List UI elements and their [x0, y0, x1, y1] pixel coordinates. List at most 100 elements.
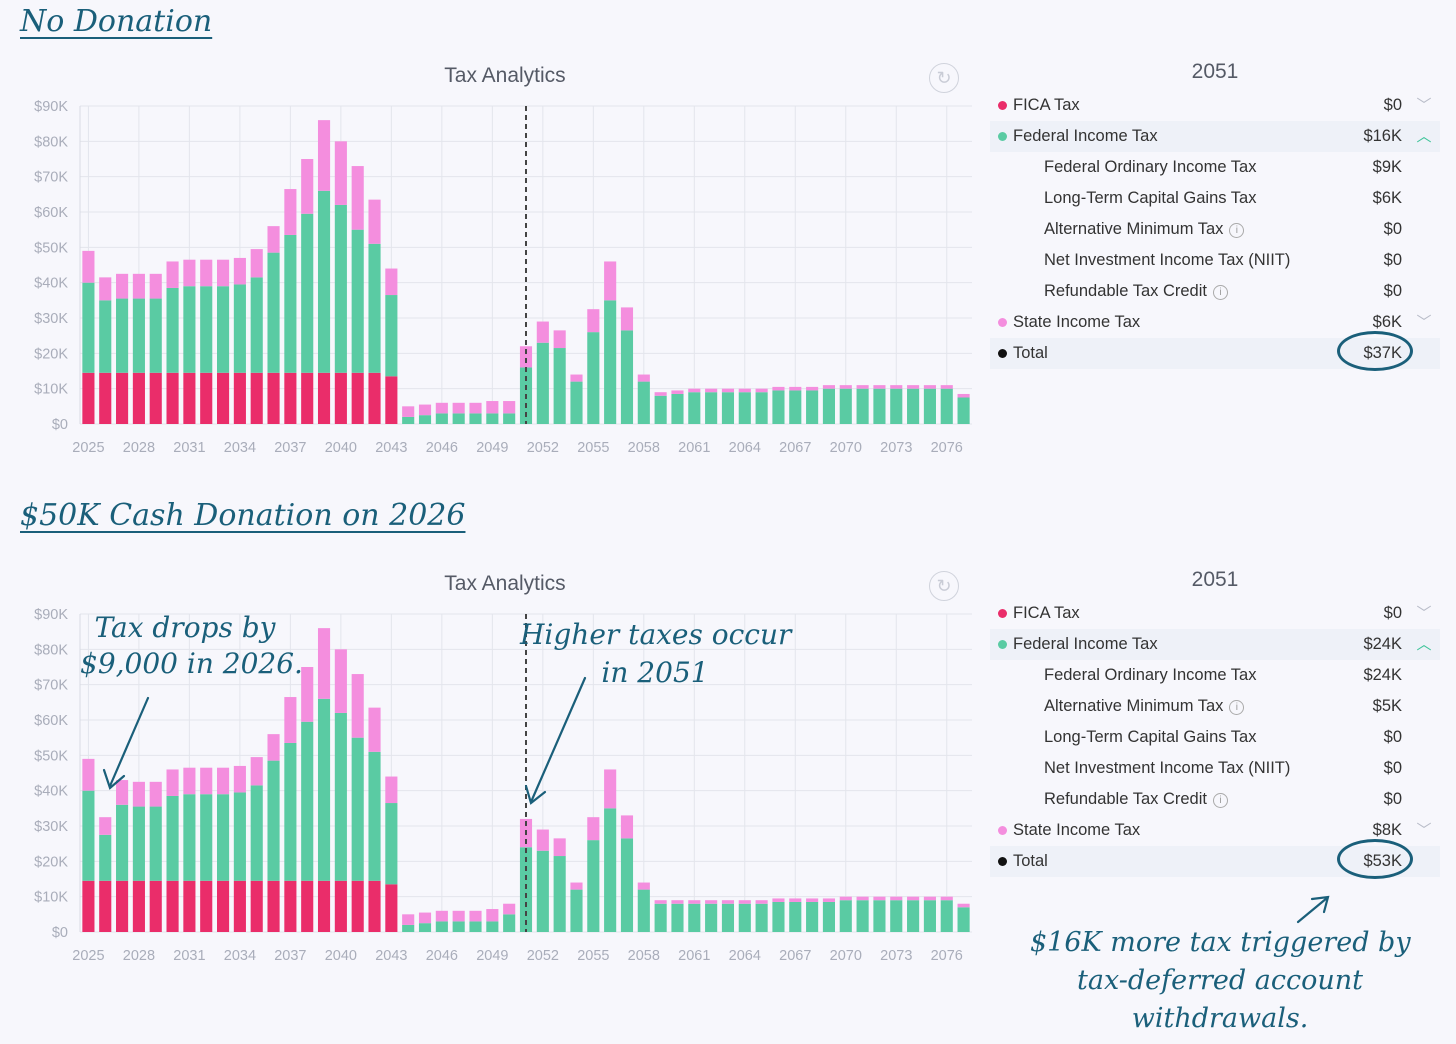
chevron-down-icon[interactable]: ﹀: [1416, 822, 1432, 839]
row-label: Net Investment Income Tax (NIIT): [1044, 251, 1291, 269]
bar-segment: [957, 393, 970, 398]
annotation-line: $9,000 in 2026.: [80, 647, 303, 680]
federal-income-tax-row[interactable]: Federal Income Tax $16K ︿: [990, 121, 1440, 152]
state-income-tax-row[interactable]: State Income Tax $6K ﹀: [990, 307, 1440, 338]
bar-segment: [149, 781, 162, 807]
bar-segment: [503, 413, 516, 424]
y-tick-label: $10K: [34, 890, 68, 906]
chevron-down-icon[interactable]: ﹀: [1416, 97, 1432, 114]
bar-segment: [604, 261, 617, 301]
bar-segment: [890, 900, 903, 932]
bar-segment: [183, 794, 196, 881]
bar-segment: [822, 385, 836, 389]
bar-segment: [317, 372, 331, 424]
bar-segment: [822, 388, 836, 424]
row-label: Alternative Minimum Tax i: [1044, 214, 1245, 245]
bar-segment: [284, 372, 297, 424]
reset-icon[interactable]: ↻: [929, 63, 959, 93]
annotation-more-tax: $16K more tax triggered by tax-deferred …: [1030, 924, 1411, 1038]
chevron-down-icon[interactable]: ﹀: [1416, 605, 1432, 622]
bar-segment: [907, 388, 920, 424]
federal-income-tax-row[interactable]: Federal Income Tax $24K ︿: [990, 629, 1440, 660]
x-tick-label: 2046: [426, 440, 458, 456]
bar-segment: [553, 856, 566, 932]
net-investment-income-tax-row: Net Investment Income Tax (NIIT) $0: [990, 245, 1440, 276]
chevron-down-icon[interactable]: ﹀: [1416, 314, 1432, 331]
bar-segment: [301, 213, 314, 373]
row-label: Federal Income Tax: [1013, 635, 1158, 653]
x-tick-label: 2028: [123, 948, 155, 964]
bar-segment: [873, 896, 886, 901]
bar-segment: [149, 298, 162, 373]
bar-segment: [856, 388, 869, 424]
bar-segment: [267, 372, 280, 424]
bar-segment: [82, 880, 95, 932]
bar-segment: [570, 882, 583, 890]
bar-segment: [233, 372, 246, 424]
reset-icon[interactable]: ↻: [929, 571, 959, 601]
bar-segment: [385, 884, 398, 932]
bar-segment: [99, 817, 112, 835]
x-tick-label: 2046: [426, 948, 458, 964]
bar-segment: [385, 295, 398, 377]
bar-segment: [486, 401, 499, 414]
bar-segment: [368, 707, 381, 752]
x-tick-label: 2061: [678, 440, 710, 456]
bar-segment: [503, 914, 516, 932]
bar-segment: [721, 392, 735, 424]
bar-segment: [250, 372, 263, 424]
bar-segment: [755, 903, 768, 932]
x-tick-label: 2043: [375, 948, 407, 964]
panel-year: 2051: [1191, 568, 1239, 591]
x-tick-label: 2052: [527, 440, 559, 456]
bar-segment: [486, 921, 499, 932]
bar-segment: [839, 385, 852, 389]
bar-segment: [907, 896, 920, 901]
bar-segment: [267, 226, 280, 253]
x-tick-label: 2073: [880, 948, 912, 964]
y-tick-label: $90K: [34, 99, 68, 115]
bar-segment: [856, 896, 869, 901]
bar-segment: [570, 381, 583, 424]
row-label: Alternative Minimum Tax i: [1044, 691, 1245, 722]
bar-segment: [132, 781, 145, 807]
info-icon[interactable]: i: [1229, 223, 1245, 238]
bar-segment: [183, 880, 196, 932]
info-icon[interactable]: i: [1212, 285, 1228, 300]
bar-segment: [317, 628, 331, 699]
info-icon[interactable]: i: [1229, 700, 1245, 715]
x-tick-label: 2067: [779, 948, 811, 964]
x-tick-label: 2058: [628, 440, 660, 456]
annotation-line: tax-deferred account: [1077, 965, 1363, 996]
y-tick-label: $0: [52, 925, 68, 941]
bar-segment: [166, 372, 179, 424]
federal-ordinary-income-tax-row: Federal Ordinary Income Tax $9K: [990, 152, 1440, 183]
row-label: Refundable Tax Credit i: [1044, 784, 1228, 815]
fica-tax-row[interactable]: FICA Tax $0 ﹀: [990, 598, 1440, 629]
arrow-to-2051: [529, 676, 587, 804]
bar-segment: [873, 900, 886, 932]
bar-segment: [250, 757, 263, 786]
y-tick-label: $30K: [34, 819, 68, 835]
section-title-no-donation: No Donation: [20, 4, 213, 39]
chevron-up-icon[interactable]: ︿: [1416, 636, 1432, 653]
bar-segment: [671, 393, 684, 424]
arrow-to-2026: [108, 696, 150, 788]
row-label: Total: [1013, 852, 1048, 870]
row-label: Long-Term Capital Gains Tax: [1044, 728, 1257, 746]
row-value: $0: [1383, 604, 1402, 622]
bar-segment: [385, 268, 398, 296]
chevron-up-icon[interactable]: ︿: [1416, 128, 1432, 145]
bar-segment: [789, 901, 802, 932]
bar-segment: [301, 721, 314, 881]
info-icon[interactable]: i: [1212, 793, 1228, 808]
bar-segment: [435, 402, 448, 414]
chart-title: Tax Analytics: [444, 64, 566, 87]
fica-tax-row[interactable]: FICA Tax $0 ﹀: [990, 90, 1440, 121]
x-tick-label: 2055: [577, 440, 609, 456]
bar-segment: [721, 900, 735, 904]
state-income-tax-row[interactable]: State Income Tax $8K ﹀: [990, 815, 1440, 846]
x-tick-label: 2067: [779, 440, 811, 456]
row-value: $6K: [1372, 189, 1402, 207]
y-tick-label: $20K: [34, 346, 68, 362]
